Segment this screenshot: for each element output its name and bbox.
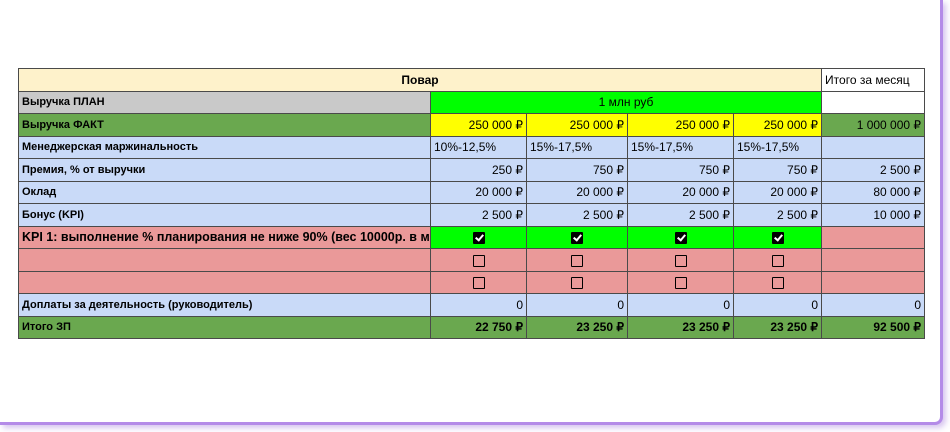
fact-week-1-cell[interactable]: 250 000 ₽ bbox=[430, 113, 527, 137]
fact-label-cell[interactable]: Выручка ФАКТ bbox=[18, 113, 431, 137]
bonus-row: Бонус (KPI) 2 500 ₽ 2 500 ₽ 2 500 ₽ 2 50… bbox=[18, 203, 926, 227]
plan-label-cell[interactable]: Выручка ПЛАН bbox=[18, 90, 431, 114]
bonus-week-2-cell[interactable]: 2 500 ₽ bbox=[526, 203, 628, 227]
kpi3-week-3-cell bbox=[627, 270, 734, 294]
total-zp-row: Итого ЗП 22 750 ₽ 23 250 ₽ 23 250 ₽ 23 2… bbox=[18, 315, 926, 339]
total-zp-label-cell[interactable]: Итого ЗП bbox=[18, 315, 431, 339]
extra-week-2-cell[interactable]: 0 bbox=[526, 293, 628, 317]
salary-week-4-cell[interactable]: 20 000 ₽ bbox=[732, 180, 823, 204]
fact-total-cell[interactable]: 1 000 000 ₽ bbox=[821, 113, 926, 137]
premium-week-3-cell[interactable]: 750 ₽ bbox=[627, 158, 734, 182]
kpi3-label-cell[interactable] bbox=[18, 270, 431, 294]
kpi3-total-cell[interactable] bbox=[821, 270, 926, 294]
fact-row: Выручка ФАКТ 250 000 ₽ 250 000 ₽ 250 000… bbox=[18, 113, 926, 137]
kpi3-week-1-checkbox[interactable] bbox=[472, 277, 485, 290]
header-row: Повар Итого за месяц bbox=[17, 68, 926, 92]
kpi2-label-cell[interactable] bbox=[18, 248, 431, 272]
total-zp-week-1-cell[interactable]: 22 750 ₽ bbox=[430, 315, 527, 339]
kpi3-week-4-cell bbox=[732, 270, 823, 294]
kpi3-row bbox=[18, 270, 926, 294]
bonus-label-cell[interactable]: Бонус (KPI) bbox=[18, 203, 431, 227]
extra-week-1-cell[interactable]: 0 bbox=[430, 293, 527, 317]
total-zp-total-cell[interactable]: 92 500 ₽ bbox=[821, 315, 926, 339]
premium-label-cell[interactable]: Премия, % от выручки bbox=[18, 158, 431, 182]
kpi3-week-1-cell bbox=[430, 270, 527, 294]
kpi2-row bbox=[18, 248, 926, 272]
fact-week-2-cell[interactable]: 250 000 ₽ bbox=[526, 113, 628, 137]
salary-week-2-cell[interactable]: 20 000 ₽ bbox=[526, 180, 628, 204]
margin-total-cell[interactable] bbox=[821, 135, 926, 159]
extra-week-3-cell[interactable]: 0 bbox=[627, 293, 734, 317]
kpi2-week-1-checkbox[interactable] bbox=[472, 254, 485, 267]
bonus-total-cell[interactable]: 10 000 ₽ bbox=[821, 203, 926, 227]
kpi2-total-cell[interactable] bbox=[821, 248, 926, 272]
kpi1-total-cell[interactable] bbox=[821, 225, 926, 249]
extra-label-cell[interactable]: Доплаты за деятельность (руководитель) bbox=[18, 293, 431, 317]
header-title-cell[interactable]: Повар bbox=[17, 68, 823, 92]
margin-week-2-cell[interactable]: 15%-17,5% bbox=[526, 135, 628, 159]
extra-total-cell[interactable]: 0 bbox=[821, 293, 926, 317]
kpi1-week-3-cell bbox=[627, 225, 734, 249]
premium-total-cell[interactable]: 2 500 ₽ bbox=[821, 158, 926, 182]
premium-row: Премия, % от выручки 250 ₽ 750 ₽ 750 ₽ 7… bbox=[18, 158, 926, 182]
kpi2-week-3-checkbox[interactable] bbox=[674, 254, 687, 267]
kpi2-week-4-cell bbox=[732, 248, 823, 272]
bonus-week-1-cell[interactable]: 2 500 ₽ bbox=[430, 203, 527, 227]
extra-row: Доплаты за деятельность (руководитель) 0… bbox=[18, 293, 926, 317]
margin-week-3-cell[interactable]: 15%-17,5% bbox=[627, 135, 734, 159]
premium-week-1-cell[interactable]: 250 ₽ bbox=[430, 158, 527, 182]
kpi1-week-1-checkbox[interactable] bbox=[472, 232, 485, 245]
plan-value-cell[interactable]: 1 млн руб bbox=[429, 90, 823, 114]
salary-week-1-cell[interactable]: 20 000 ₽ bbox=[430, 180, 527, 204]
screenshot-frame: Повар Итого за месяц Выручка ПЛАН 1 млн … bbox=[0, 0, 943, 425]
plan-row: Выручка ПЛАН 1 млн руб bbox=[18, 90, 926, 114]
header-total-cell[interactable]: Итого за месяц bbox=[821, 68, 926, 92]
kpi3-week-2-checkbox[interactable] bbox=[571, 277, 583, 290]
extra-week-4-cell[interactable]: 0 bbox=[732, 293, 823, 317]
kpi1-week-3-checkbox[interactable] bbox=[674, 232, 687, 245]
kpi1-week-4-checkbox[interactable] bbox=[771, 232, 784, 245]
salary-table: Повар Итого за месяц Выручка ПЛАН 1 млн … bbox=[17, 68, 926, 339]
total-zp-week-4-cell[interactable]: 23 250 ₽ bbox=[732, 315, 823, 339]
kpi2-week-1-cell bbox=[430, 248, 527, 272]
fact-week-4-cell[interactable]: 250 000 ₽ bbox=[732, 113, 823, 137]
kpi1-row: KPI 1: выполнение % планирования не ниже… bbox=[18, 225, 926, 249]
total-zp-week-2-cell[interactable]: 23 250 ₽ bbox=[526, 315, 628, 339]
kpi2-week-3-cell bbox=[627, 248, 734, 272]
total-zp-week-3-cell[interactable]: 23 250 ₽ bbox=[627, 315, 734, 339]
kpi3-week-4-checkbox[interactable] bbox=[771, 277, 784, 290]
margin-label-cell[interactable]: Менеджерская маржинальность bbox=[18, 135, 431, 159]
bonus-week-4-cell[interactable]: 2 500 ₽ bbox=[732, 203, 823, 227]
plan-total-cell[interactable] bbox=[821, 90, 926, 114]
kpi3-week-2-cell bbox=[526, 270, 628, 294]
margin-week-1-cell[interactable]: 10%-12,5% bbox=[430, 135, 527, 159]
margin-week-4-cell[interactable]: 15%-17,5% bbox=[732, 135, 823, 159]
kpi2-week-2-checkbox[interactable] bbox=[571, 254, 583, 267]
margin-row: Менеджерская маржинальность 10%-12,5% 15… bbox=[18, 135, 926, 159]
premium-week-2-cell[interactable]: 750 ₽ bbox=[526, 158, 628, 182]
fact-week-3-cell[interactable]: 250 000 ₽ bbox=[627, 113, 734, 137]
salary-label-cell[interactable]: Оклад bbox=[18, 180, 431, 204]
kpi2-week-4-checkbox[interactable] bbox=[771, 254, 784, 267]
kpi1-week-1-cell bbox=[430, 225, 527, 249]
bonus-week-3-cell[interactable]: 2 500 ₽ bbox=[627, 203, 734, 227]
kpi1-label-cell[interactable]: KPI 1: выполнение % планирования не ниже… bbox=[18, 225, 431, 249]
salary-row: Оклад 20 000 ₽ 20 000 ₽ 20 000 ₽ 20 000 … bbox=[18, 180, 926, 204]
premium-week-4-cell[interactable]: 750 ₽ bbox=[732, 158, 823, 182]
kpi1-week-4-cell bbox=[732, 225, 823, 249]
kpi2-week-2-cell bbox=[526, 248, 628, 272]
salary-week-3-cell[interactable]: 20 000 ₽ bbox=[627, 180, 734, 204]
kpi1-week-2-cell bbox=[526, 225, 628, 249]
kpi1-week-2-checkbox[interactable] bbox=[571, 232, 583, 245]
kpi3-week-3-checkbox[interactable] bbox=[674, 277, 687, 290]
salary-total-cell[interactable]: 80 000 ₽ bbox=[821, 180, 926, 204]
